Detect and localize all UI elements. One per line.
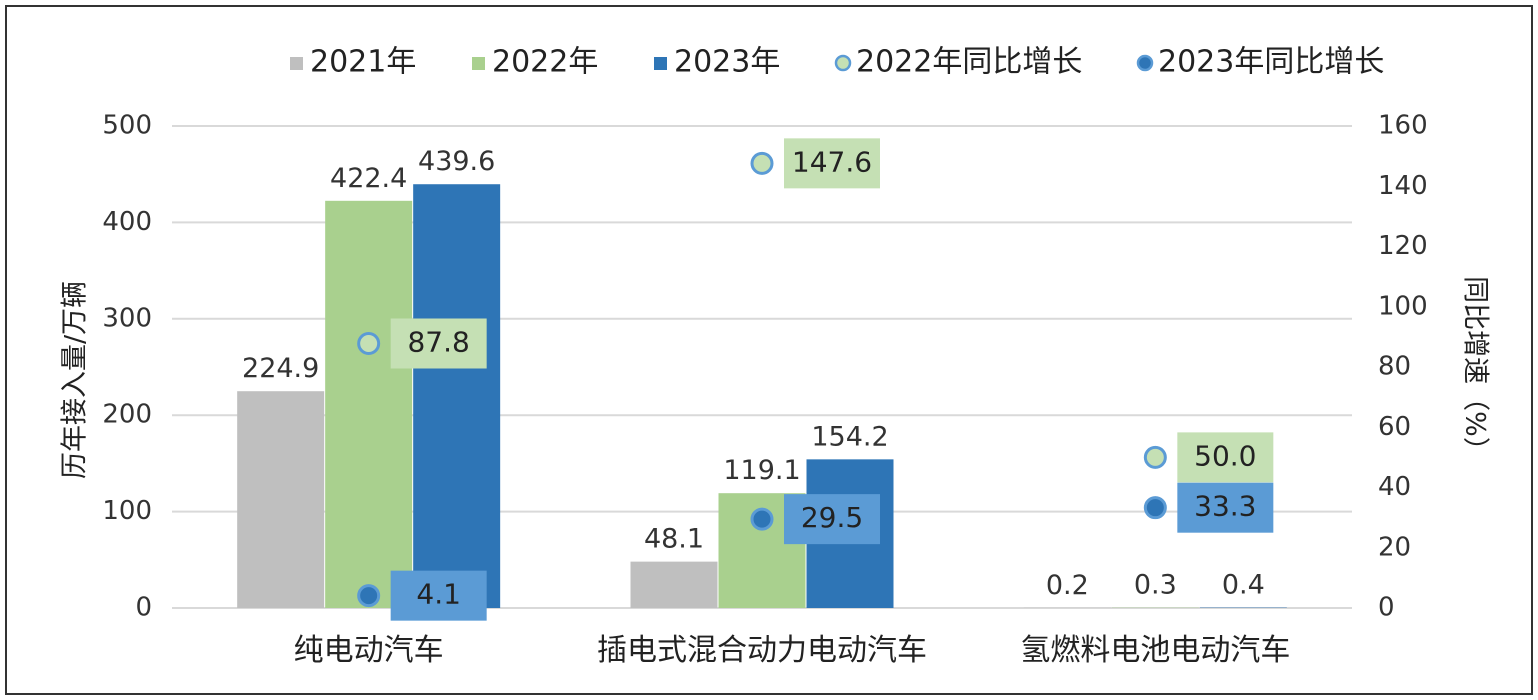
legend-swatch (834, 54, 852, 72)
y-left-tick-label: 100 (102, 496, 152, 526)
legend-swatch (472, 57, 485, 70)
growth-point (357, 584, 381, 608)
legend-swatch (654, 57, 667, 70)
y-right-tick-label: 100 (1378, 291, 1428, 321)
bar-value-label: 422.4 (330, 163, 407, 194)
legend-label: 2023年 (674, 45, 780, 80)
y-right-tick-label: 60 (1378, 412, 1411, 442)
bar-value-label: 0.3 (1134, 570, 1177, 601)
y-right-tick-label: 120 (1378, 231, 1428, 261)
legend-swatch (1136, 54, 1154, 72)
legend-label: 2021年 (310, 45, 416, 80)
bar-value-label: 154.2 (811, 421, 888, 452)
growth-label-box (390, 318, 487, 369)
legend-label: 2023年同比增长 (1158, 45, 1384, 80)
category-label: 氢燃料电池电动汽车 (1020, 633, 1290, 668)
y-right-tick-label: 160 (1378, 111, 1428, 141)
bar (237, 391, 325, 608)
category-label: 纯电动汽车 (294, 633, 444, 668)
growth-value-label: 50.0 (1194, 439, 1256, 472)
y-axis-left-title: 历年接入量/万辆 (60, 281, 91, 479)
growth-value-label: 4.1 (416, 578, 461, 611)
y-axis-right-title: 同比增速（%） (1460, 276, 1491, 464)
y-left-tick-label: 500 (102, 111, 152, 141)
growth-label-box (1177, 432, 1274, 483)
bar-value-label: 119.1 (723, 455, 800, 486)
growth-point (750, 151, 774, 175)
category-labels: 纯电动汽车 插电式混合动力电动汽车 氢燃料电池电动汽车 (294, 633, 1291, 668)
y-right-tick-label: 20 (1378, 532, 1411, 562)
growth-point (750, 507, 774, 531)
growth-value-label: 147.6 (792, 145, 872, 178)
growth-value-label: 87.8 (407, 326, 469, 359)
growth-point (1143, 445, 1167, 469)
bar-value-label: 439.6 (418, 146, 495, 177)
legend-swatch (290, 57, 303, 70)
y-right-tick-label: 40 (1378, 472, 1411, 502)
y-right-tick-label: 80 (1378, 352, 1411, 382)
legend-label: 2022年同比增长 (856, 45, 1082, 80)
growth-label-box (390, 570, 487, 621)
legend: 2021年 2022年 2023年 2022年同比增长 2023年同比增长 (290, 45, 1384, 80)
growth-point (1143, 496, 1167, 520)
bar (413, 184, 501, 609)
bar-value-label: 224.9 (242, 353, 319, 384)
category-label: 插电式混合动力电动汽车 (597, 633, 927, 668)
bar-value-label: 0.4 (1222, 570, 1265, 601)
y-left-tick-label: 400 (102, 207, 152, 237)
y-left-tick-label: 300 (102, 303, 152, 333)
y-left-tick-label: 200 (102, 400, 152, 430)
growth-value-label: 29.5 (801, 501, 863, 534)
growth-label-box (784, 138, 880, 189)
growth-point (357, 332, 381, 356)
right-axis-ticks: 0 20 40 60 80 100 120 140 160 (1378, 111, 1428, 623)
left-axis-ticks: 0 100 200 300 400 500 (102, 111, 152, 623)
bar-value-label: 48.1 (644, 524, 704, 555)
y-right-tick-label: 0 (1378, 593, 1395, 623)
bar-value-label: 0.2 (1046, 570, 1089, 601)
growth-markers: 87.8 147.6 50.0 4.1 29.5 33.3 (357, 138, 1274, 621)
growth-label-box (1177, 482, 1274, 533)
bar (325, 200, 413, 608)
growth-label-box (784, 494, 880, 545)
bar-labels: 224.9 48.1 0.2 422.4 119.1 0.3 439.6 154.2 0.4 (242, 146, 1265, 601)
legend-label: 2022年 (492, 45, 598, 80)
y-right-tick-label: 140 (1378, 171, 1428, 201)
bar (630, 561, 718, 608)
y-left-tick-label: 0 (135, 593, 152, 623)
growth-value-label: 33.3 (1194, 490, 1256, 523)
